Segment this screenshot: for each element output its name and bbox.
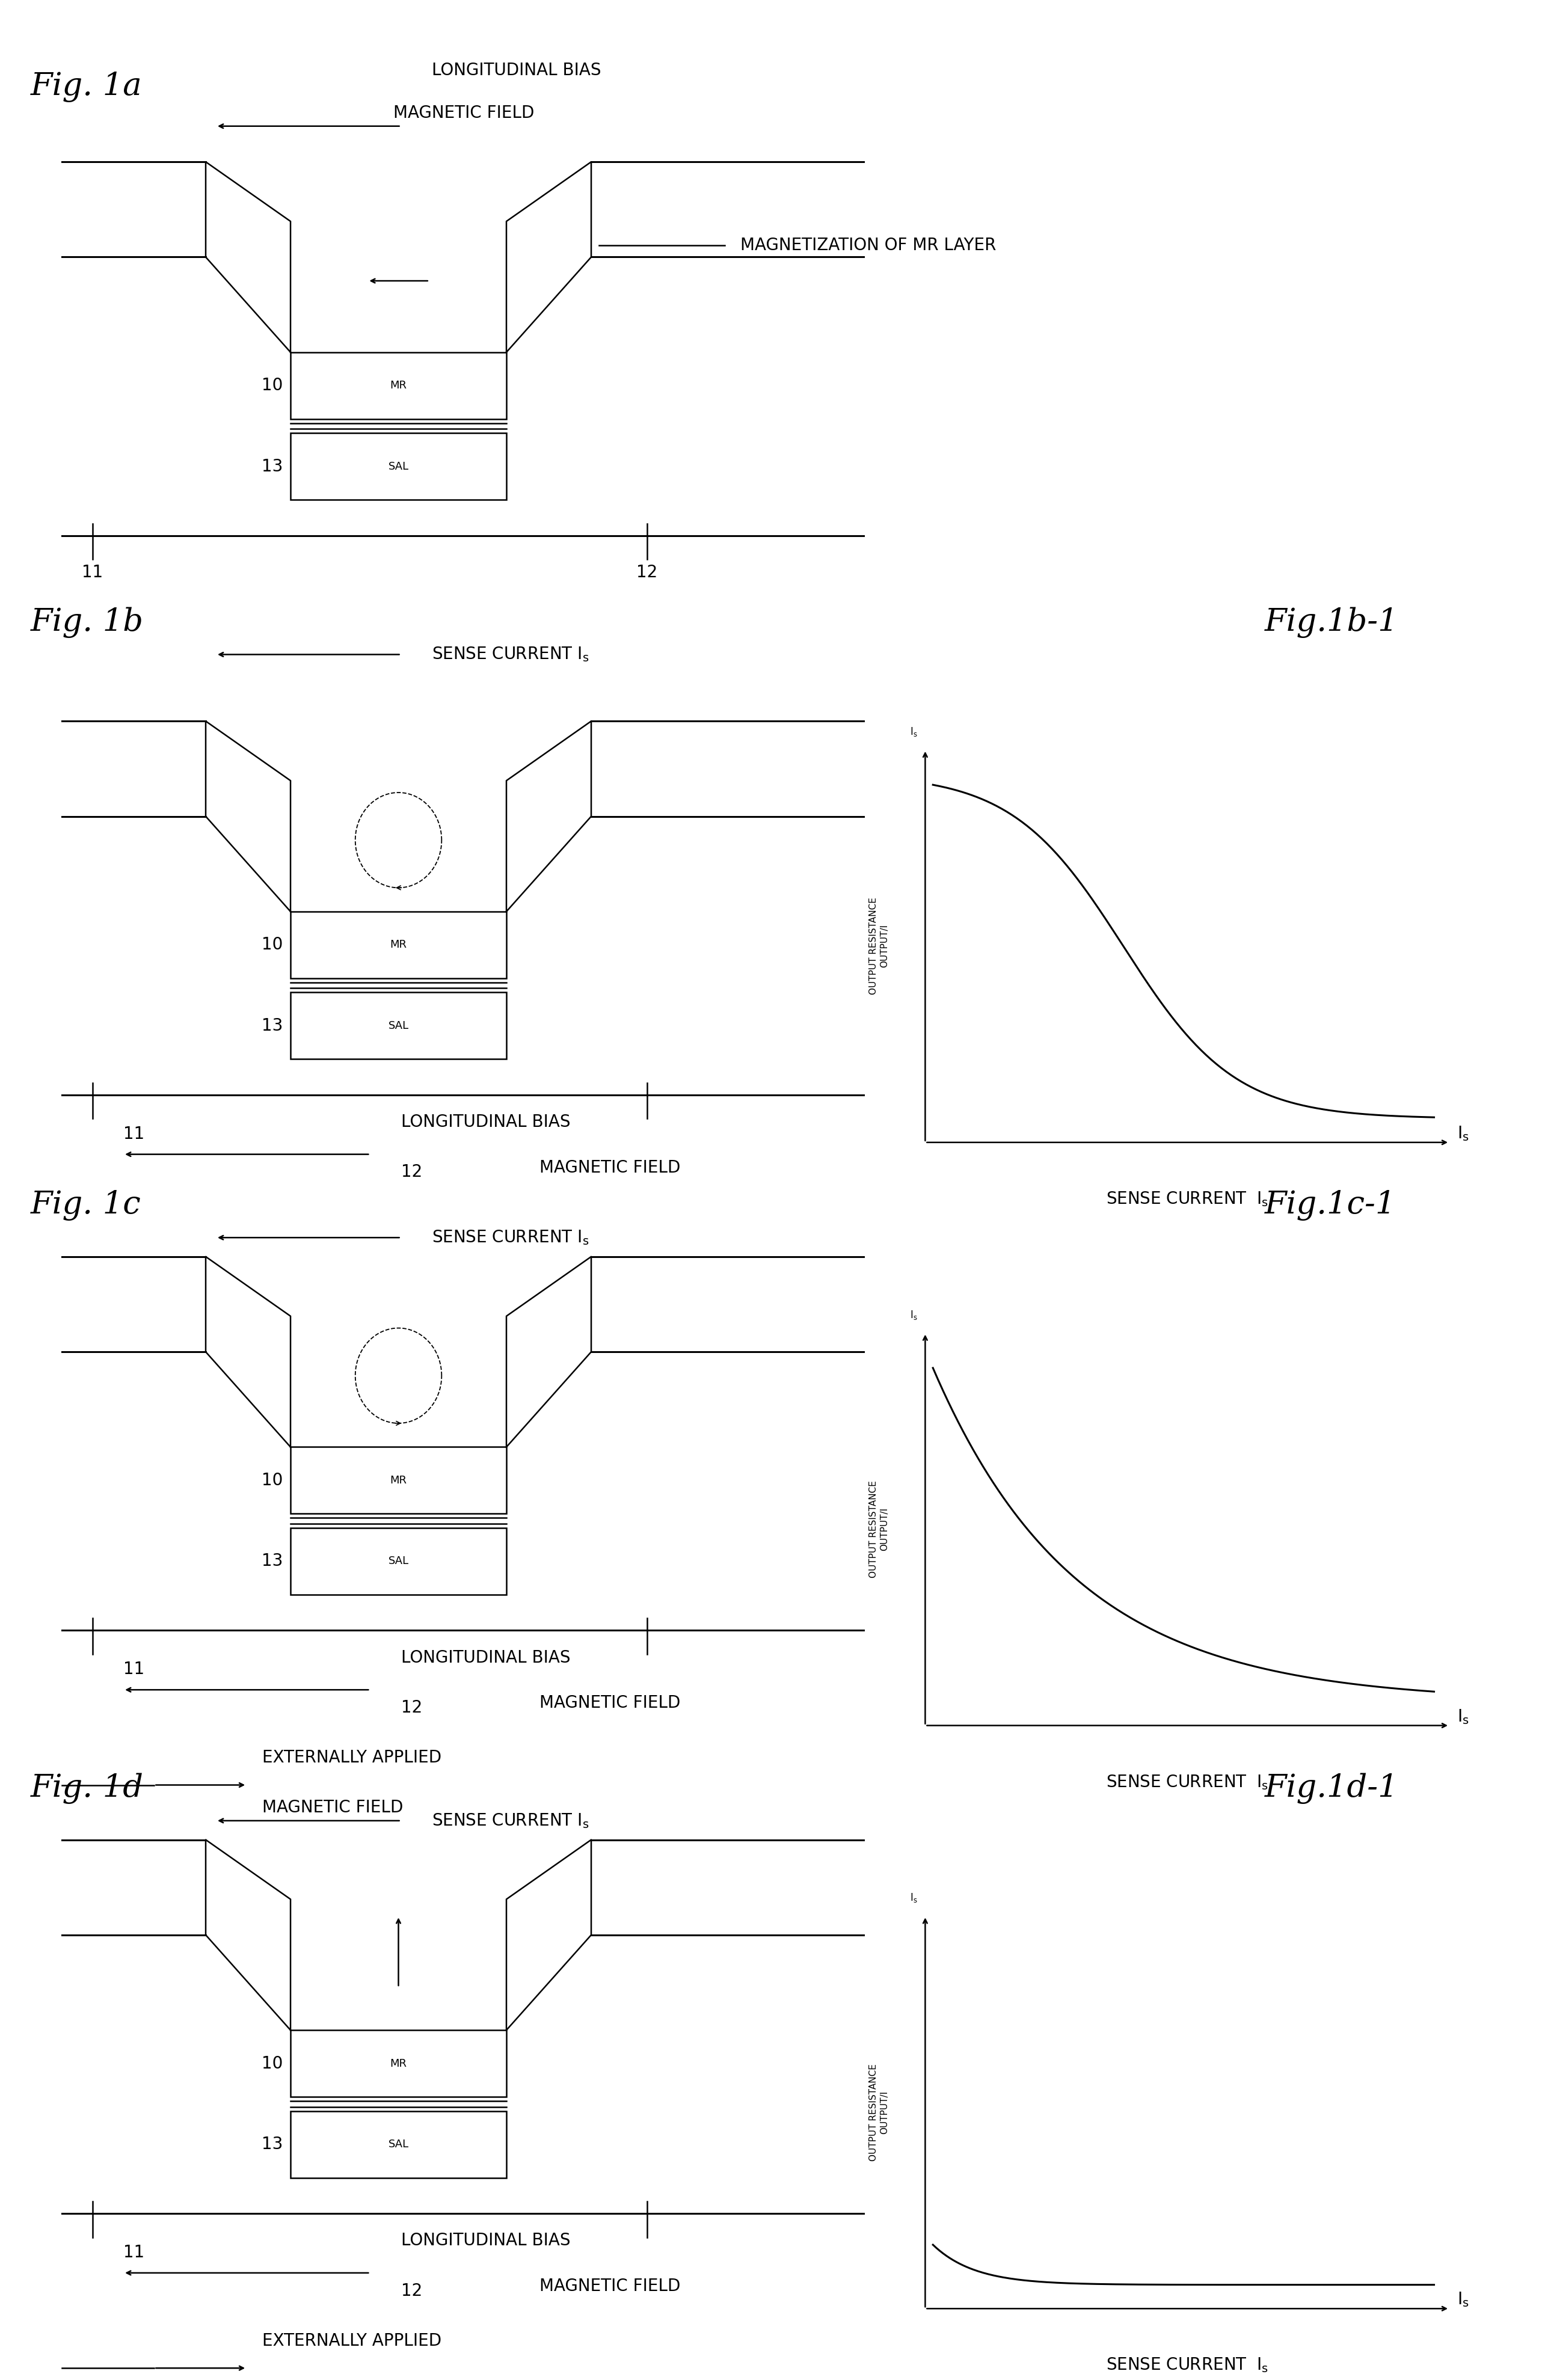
- Text: MAGNETIC FIELD: MAGNETIC FIELD: [540, 1159, 680, 1176]
- Text: MR: MR: [390, 381, 407, 390]
- Bar: [290, 1528, 506, 1595]
- Text: Fig.1d-1: Fig.1d-1: [1264, 1773, 1399, 1804]
- Text: SENSE CURRENT I$_\mathregular{s}$: SENSE CURRENT I$_\mathregular{s}$: [432, 1811, 589, 1830]
- Text: LONGITUDINAL BIAS: LONGITUDINAL BIAS: [401, 1114, 571, 1130]
- Text: MAGNETIC FIELD: MAGNETIC FIELD: [540, 2278, 680, 2294]
- Text: I$_\mathregular{s}$: I$_\mathregular{s}$: [910, 1892, 917, 1904]
- Text: Fig. 1a: Fig. 1a: [31, 71, 142, 102]
- Text: 11: 11: [123, 1126, 145, 1142]
- Text: OUTPUT RESISTANCE
OUTPUT/I: OUTPUT RESISTANCE OUTPUT/I: [870, 897, 888, 995]
- Text: SENSE CURRENT  I$_\mathregular{s}$: SENSE CURRENT I$_\mathregular{s}$: [1106, 1190, 1269, 1209]
- Text: 13: 13: [262, 2135, 282, 2154]
- Bar: [290, 2030, 506, 2097]
- Text: MAGNETIZATION OF MR LAYER: MAGNETIZATION OF MR LAYER: [740, 236, 996, 255]
- Text: LONGITUDINAL BIAS: LONGITUDINAL BIAS: [401, 2232, 571, 2249]
- Text: 12: 12: [401, 1164, 423, 1180]
- Text: SENSE CURRENT  I$_\mathregular{s}$: SENSE CURRENT I$_\mathregular{s}$: [1106, 1773, 1269, 1792]
- Text: OUTPUT RESISTANCE
OUTPUT/I: OUTPUT RESISTANCE OUTPUT/I: [870, 1480, 888, 1578]
- Text: MAGNETIC FIELD: MAGNETIC FIELD: [540, 1695, 680, 1711]
- Text: I$_\mathregular{s}$: I$_\mathregular{s}$: [1457, 1706, 1470, 1726]
- Text: 13: 13: [262, 457, 282, 476]
- Text: LONGITUDINAL BIAS: LONGITUDINAL BIAS: [401, 1649, 571, 1666]
- Text: EXTERNALLY APPLIED: EXTERNALLY APPLIED: [262, 2332, 441, 2349]
- Text: MAGNETIC FIELD: MAGNETIC FIELD: [262, 1799, 402, 1816]
- Text: SENSE CURRENT  I$_\mathregular{s}$: SENSE CURRENT I$_\mathregular{s}$: [1106, 2356, 1269, 2375]
- Text: I$_\mathregular{s}$: I$_\mathregular{s}$: [910, 726, 917, 738]
- Bar: [290, 352, 506, 419]
- Text: SAL: SAL: [389, 1021, 409, 1031]
- Bar: [290, 992, 506, 1059]
- Text: Fig. 1d: Fig. 1d: [31, 1773, 143, 1804]
- Bar: [290, 912, 506, 978]
- Text: EXTERNALLY APPLIED: EXTERNALLY APPLIED: [262, 1749, 441, 1766]
- Text: 11: 11: [82, 564, 103, 581]
- Text: 13: 13: [262, 1016, 282, 1035]
- Text: Fig.1b-1: Fig.1b-1: [1264, 607, 1399, 638]
- Text: Fig. 1b: Fig. 1b: [31, 607, 143, 638]
- Text: I$_\mathregular{s}$: I$_\mathregular{s}$: [910, 1309, 917, 1321]
- Bar: [290, 433, 506, 500]
- Text: MR: MR: [390, 1476, 407, 1485]
- Text: SAL: SAL: [389, 2140, 409, 2149]
- Text: LONGITUDINAL BIAS: LONGITUDINAL BIAS: [432, 62, 601, 79]
- Text: Fig.1c-1: Fig.1c-1: [1264, 1190, 1396, 1221]
- Text: SAL: SAL: [389, 1557, 409, 1566]
- Bar: [290, 2111, 506, 2178]
- Text: Fig. 1c: Fig. 1c: [31, 1190, 142, 1221]
- Bar: [290, 1447, 506, 1514]
- Text: SENSE CURRENT I$_\mathregular{s}$: SENSE CURRENT I$_\mathregular{s}$: [432, 1228, 589, 1247]
- Text: I$_\mathregular{s}$: I$_\mathregular{s}$: [1457, 1123, 1470, 1142]
- Text: OUTPUT RESISTANCE
OUTPUT/I: OUTPUT RESISTANCE OUTPUT/I: [870, 2063, 888, 2161]
- Text: SENSE CURRENT I$_\mathregular{s}$: SENSE CURRENT I$_\mathregular{s}$: [432, 645, 589, 664]
- Text: MAGNETIC FIELD: MAGNETIC FIELD: [393, 105, 534, 121]
- Text: 11: 11: [123, 1661, 145, 1678]
- Text: 12: 12: [637, 564, 657, 581]
- Text: MR: MR: [390, 940, 407, 950]
- Text: 12: 12: [401, 1699, 423, 1716]
- Text: 12: 12: [401, 2282, 423, 2299]
- Text: 10: 10: [262, 2054, 282, 2073]
- Text: 11: 11: [123, 2244, 145, 2261]
- Text: 10: 10: [262, 935, 282, 954]
- Text: 10: 10: [262, 1471, 282, 1490]
- Text: MR: MR: [390, 2059, 407, 2068]
- Text: SAL: SAL: [389, 462, 409, 471]
- Text: 10: 10: [262, 376, 282, 395]
- Text: I$_\mathregular{s}$: I$_\mathregular{s}$: [1457, 2290, 1470, 2309]
- Text: 13: 13: [262, 1552, 282, 1571]
